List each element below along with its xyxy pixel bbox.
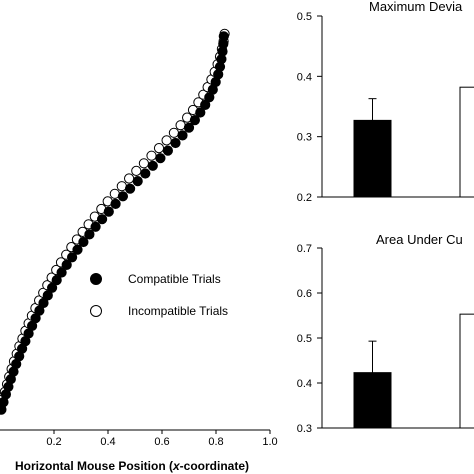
compatible-point-31 [140, 168, 151, 179]
panel-title-area-under-curve: Area Under Cu [376, 232, 463, 247]
incompatible-point-30 [124, 173, 135, 184]
panel-title-max-deviation: Maximum Devia [369, 0, 463, 14]
compatible-point-29 [125, 183, 136, 194]
area-bar-incompatible [459, 313, 474, 429]
area-y-tick-label-0: 0.3 [297, 423, 312, 435]
trajectory-points [0, 28, 230, 415]
max-deviation-panel: Maximum Devia 0.2 0.3 0.4 0.5 [297, 0, 474, 204]
legend-marker-incompatible [90, 305, 102, 317]
compatible-point-19 [61, 259, 72, 270]
max-deviation-y-ticks: 0.2 0.3 0.4 0.5 [297, 11, 322, 204]
compatible-point-17 [51, 275, 62, 286]
compatible-point-36 [177, 130, 188, 141]
compatible-point-33 [155, 153, 166, 164]
compatible-point-34 [162, 145, 173, 156]
compatible-point-24 [90, 221, 101, 232]
compatible-point-38 [189, 115, 200, 126]
compatible-point-30 [132, 176, 143, 187]
x-tick-label-2: 0.6 [154, 436, 169, 448]
compatible-point-35 [170, 137, 181, 149]
max-deviation-y-tick-label-2: 0.4 [297, 71, 312, 83]
x-ticks: 0.2 0.4 0.6 0.8 1.0 [46, 430, 278, 448]
area-y-tick-label-1: 0.4 [297, 378, 312, 390]
legend-label-incompatible: Incompatible Trials [128, 304, 228, 318]
compatible-point-49 [218, 31, 229, 42]
x-axis-title: Horizontal Mouse Position (x-coordinate) [15, 459, 249, 473]
compatible-point-26 [103, 206, 114, 217]
max-deviation-bars [353, 86, 474, 198]
incompatible-point-34 [153, 143, 165, 154]
incompatible-point-33 [146, 150, 157, 161]
x-tick-label-3: 0.8 [208, 436, 223, 448]
compatible-point-20 [67, 252, 78, 263]
area-bar-compatible [353, 372, 392, 429]
area-y-tick-label-4: 0.7 [297, 243, 312, 255]
area-bars [353, 313, 474, 429]
x-tick-label-4: 1.0 [262, 436, 277, 448]
compatible-point-16 [47, 282, 58, 293]
max-deviation-y-tick-label-0: 0.2 [297, 192, 312, 204]
compatible-point-23 [84, 229, 95, 240]
incompatible-point-35 [161, 135, 172, 146]
compatible-point-32 [147, 160, 158, 171]
area-y-tick-label-3: 0.6 [297, 288, 312, 300]
compatible-point-39 [195, 107, 206, 118]
compatible-point-27 [110, 198, 121, 209]
max-deviation-y-tick-label-3: 0.5 [297, 11, 312, 23]
compatible-point-21 [72, 244, 83, 255]
x-tick-label-1: 0.4 [100, 436, 115, 448]
compatible-point-18 [56, 267, 67, 278]
area-y-ticks: 0.3 0.4 0.5 0.6 0.7 [297, 243, 322, 435]
legend-marker-compatible [90, 273, 102, 285]
max-deviation-y-tick-label-1: 0.3 [297, 132, 312, 144]
incompatible-point-37 [175, 120, 186, 131]
incompatible-point-29 [116, 181, 127, 192]
compatible-point-28 [117, 191, 129, 202]
incompatible-point-32 [138, 158, 149, 169]
max-deviation-bar-incompatible [459, 86, 474, 198]
incompatible-point-36 [168, 127, 179, 138]
trajectory-plot: 0.2 0.4 0.6 0.8 1.0 Horizontal Mouse Positio… [0, 28, 278, 473]
area-y-tick-label-2: 0.5 [297, 333, 312, 345]
compatible-point-22 [78, 236, 89, 248]
legend: Compatible Trials Incompatible Trials [90, 272, 228, 318]
x-tick-label-0: 0.2 [46, 436, 61, 448]
incompatible-point-31 [131, 165, 142, 176]
max-deviation-bar-compatible [353, 119, 392, 198]
compatible-point-37 [183, 122, 195, 133]
legend-label-compatible: Compatible Trials [128, 272, 221, 286]
area-under-curve-panel: Area Under Cu 0.3 0.4 0.5 0.6 0.7 [297, 232, 474, 435]
compatible-point-25 [97, 214, 108, 225]
compatible-point-15 [42, 290, 53, 301]
compatible-point-14 [38, 297, 49, 309]
